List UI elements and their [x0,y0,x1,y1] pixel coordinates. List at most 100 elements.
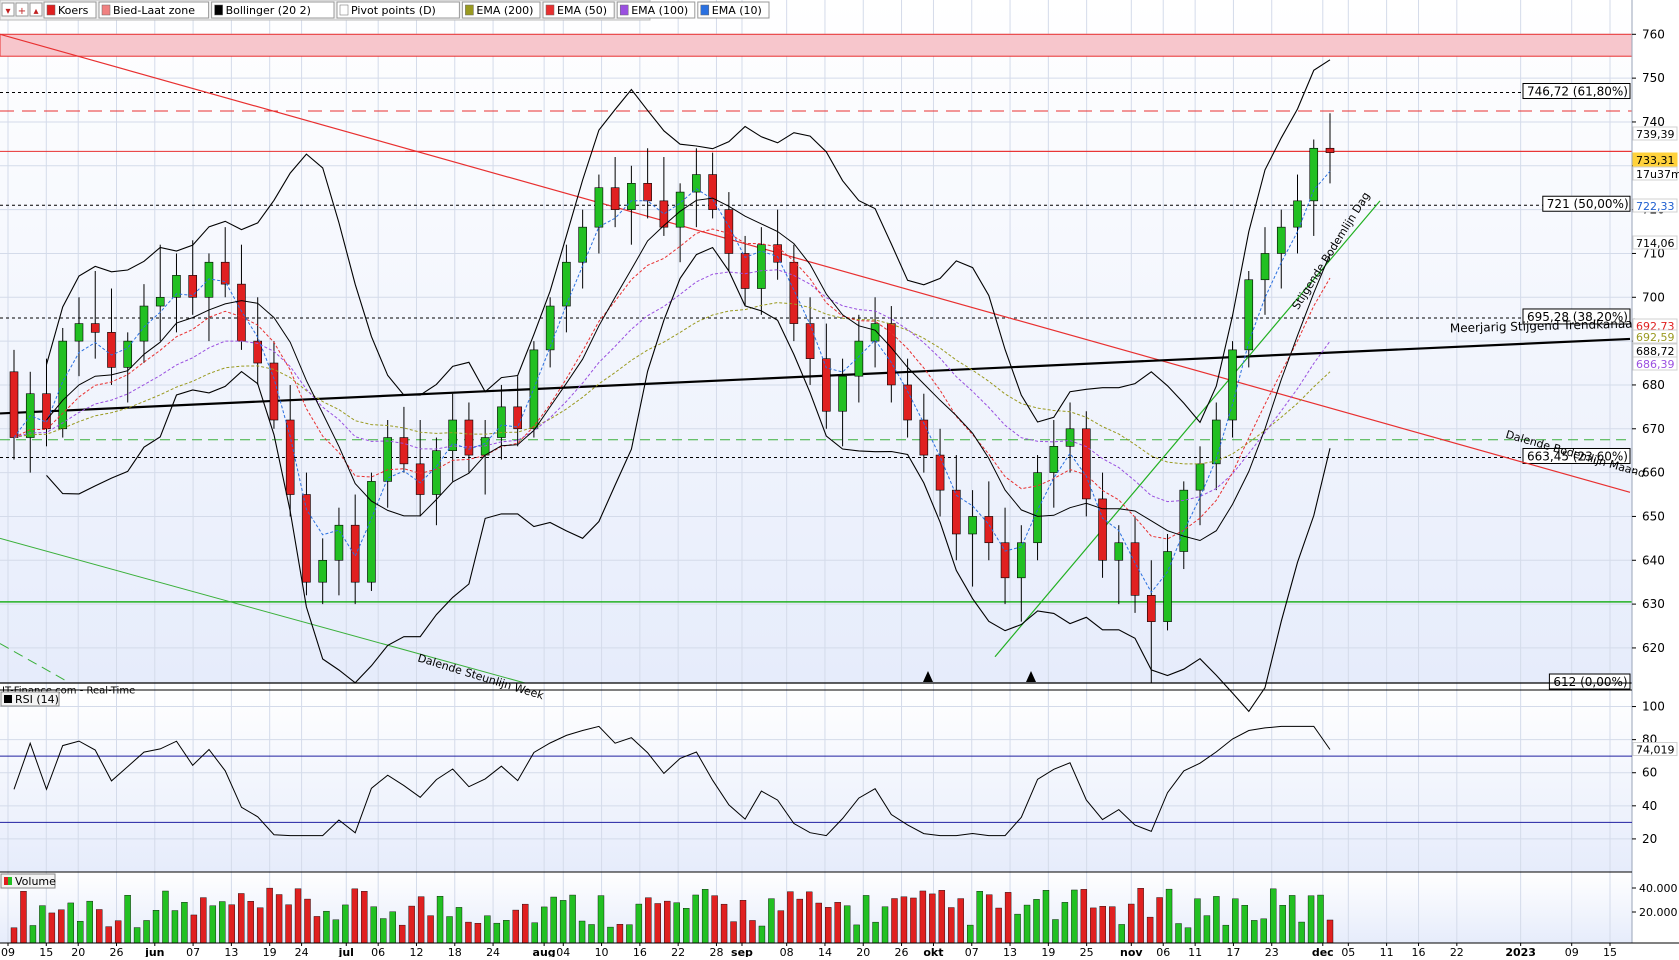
toolbar-color-swatch [619,4,629,16]
falling-trendline-red [0,33,1631,493]
x-axis-label: 14 [818,946,832,957]
volume-bar [1109,906,1116,944]
rsi-panel-background [0,690,1632,872]
volume-bar [616,924,624,944]
source-label: IT-Finance.com - Real-Time [2,685,135,696]
price-axis-label: 680 [1642,378,1665,392]
price-tag-label: 739,39 [1636,128,1675,141]
x-axis-label: 12 [409,946,423,957]
candle-down [724,209,734,254]
volume-bar [58,909,65,944]
price-axis-label: 650 [1642,509,1665,523]
volume-bar [512,909,519,944]
candle-down [935,454,945,491]
x-axis-label: 13 [1003,946,1017,957]
candle-up [1260,253,1270,281]
fib-level-label: 612 (0,00%) [1553,675,1627,689]
candle-down [9,371,19,438]
price-axis-label: 640 [1642,553,1665,567]
candle-down [822,358,831,412]
candle-up [968,516,977,535]
volume-bar [569,894,576,944]
candle-up [854,340,864,377]
collapse-button[interactable] [1,2,15,17]
volume-bar [578,920,586,944]
candle-up [1017,542,1026,579]
x-axis-label: 16 [1412,946,1426,957]
volume-bar [10,927,18,944]
volume-bar [275,894,283,944]
add-indicator-button[interactable] [15,2,29,17]
rsi-line [13,725,1331,837]
volume-bar [1146,916,1154,944]
candle-down [1098,498,1107,561]
toolbar-item-bied-laat-zone[interactable]: Bied-Laat zone [98,1,210,19]
price-tag-label: 714,06 [1636,237,1675,250]
trendline-label-multiyear: Meerjarig Stijgend Trendkanaal [1450,316,1636,335]
toolbar-item-bollinger-20-2[interactable]: Bollinger (20 2) [211,1,335,19]
toolbar-item-box [542,1,615,19]
price-tag-label: 692,59 [1636,331,1675,344]
price-axis-label: 740 [1642,115,1665,129]
toolbar-item-label: Pivot points (D) [351,4,436,17]
toolbar-item-label: Bied-Laat zone [113,4,195,17]
candle-down [919,419,929,456]
volume-bar [380,918,387,944]
volume-bar [1184,927,1192,944]
candle-down [659,200,669,228]
candle-up [432,450,441,495]
toolbar-item-pivot-points-d[interactable]: Pivot points (D) [336,1,460,19]
volume-bar [1203,915,1211,944]
candle-up [367,481,376,583]
rsi-axis-label: 100 [1642,700,1665,714]
volume-bar [256,907,264,944]
toolbar-item-ema-200[interactable]: EMA (200) [461,1,541,19]
volume-bar [806,891,813,944]
low-marker-arrow-icon [1026,671,1036,682]
toolbar-item-box [461,1,541,19]
ema-100-line [13,269,1331,503]
x-axis-label: jun [144,946,164,957]
candle-down [610,187,620,210]
volume-bar [1232,898,1239,944]
volume-label-box [0,873,56,889]
x-axis-label: 22 [1450,946,1464,957]
toolbar-item-ema-100[interactable]: EMA (100) [616,1,696,19]
volume-bar [843,905,851,944]
volume-bar [162,890,169,944]
candle-up [334,524,344,561]
volume-bar [96,909,103,944]
toolbar-item-ema-10[interactable]: EMA (10) [697,1,770,19]
x-axis-label: 24 [486,946,500,957]
candle-up [155,296,165,307]
candle-up [1065,428,1075,447]
candle-down [237,283,246,342]
rsi-color-swatch [4,695,12,703]
toolbar-item-ema-50[interactable]: EMA (50) [542,1,615,19]
price-axis-label: 700 [1642,290,1665,304]
volume-bar [398,924,406,944]
volume-bar [834,902,841,944]
volume-bar [1251,920,1258,944]
volume-bar [313,916,321,944]
volume-bar [484,915,491,944]
volume-bar [635,903,643,944]
price-axis-label: 760 [1642,27,1665,41]
volume-bar [1260,918,1267,944]
volume-bar [938,890,946,944]
price-tag-label: 686,39 [1636,358,1675,371]
volume-bar [1222,924,1230,944]
volume-bar [247,901,254,944]
candle-up [1244,279,1254,351]
volume-color-swatch-down [4,877,8,885]
volume-bar [995,907,1002,944]
candle-down [513,406,522,430]
x-axis-label: 15 [39,946,53,957]
ema-10-line [13,170,1331,594]
toolbar-item-koers[interactable]: Koers [43,1,97,19]
expand-button[interactable] [29,2,43,17]
volume-bar [455,907,463,944]
volume-bar [607,926,614,944]
toolbar-item-box [697,1,770,19]
